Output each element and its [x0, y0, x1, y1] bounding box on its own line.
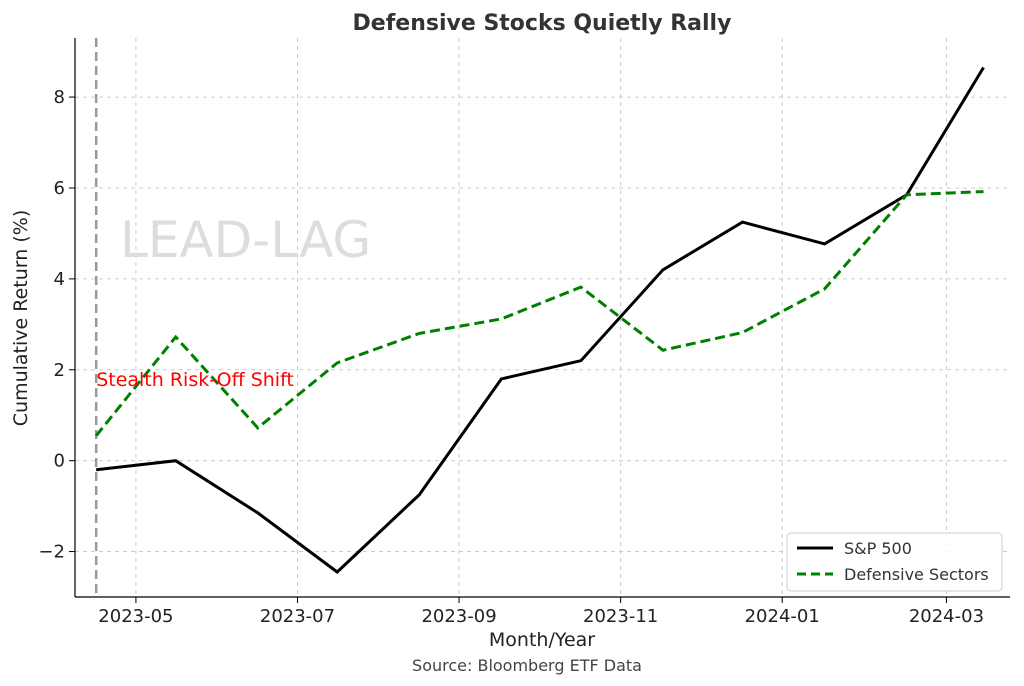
y-tick-label: −2: [38, 542, 65, 563]
y-axis-label: Cumulative Return (%): [10, 210, 32, 426]
y-tick-label: 6: [54, 178, 65, 199]
x-tick-label: 2023-07: [260, 606, 335, 627]
series-line-0: [96, 66, 985, 574]
y-tick-label: 4: [54, 269, 65, 290]
legend-label-sp500: S&P 500: [844, 539, 912, 558]
y-axis-ticks: −2 0 2 4 6 8: [38, 87, 75, 563]
grid-lines: [75, 38, 1010, 597]
annotation-text: Stealth Risk-Off Shift: [96, 369, 294, 391]
annotations: Stealth Risk-Off Shift: [96, 369, 294, 391]
axes: [74, 38, 1010, 598]
legend: S&P 500 Defensive Sectors: [786, 532, 1003, 592]
series-line-1: [95, 190, 984, 437]
source-note: Source: Bloomberg ETF Data: [412, 656, 642, 675]
y-tick-label: 0: [54, 451, 65, 472]
x-axis-label: Month/Year: [489, 629, 595, 651]
legend-label-defensive: Defensive Sectors: [844, 565, 989, 584]
watermark-text: LEAD-LAG: [120, 211, 371, 269]
y-tick-label: 2: [54, 360, 65, 381]
x-tick-label: 2023-09: [421, 606, 496, 627]
chart-title: Defensive Stocks Quietly Rally: [353, 11, 732, 36]
legend-box: [786, 532, 1003, 592]
x-tick-label: 2023-05: [98, 606, 173, 627]
y-tick-label: 8: [54, 87, 65, 108]
x-tick-label: 2023-11: [583, 606, 658, 627]
series-lines: [95, 66, 985, 574]
x-tick-label: 2024-03: [909, 606, 984, 627]
x-axis-ticks: 2023-05 2023-07 2023-09 2023-11 2024-01 2024-…: [98, 597, 984, 627]
x-tick-label: 2024-01: [745, 606, 820, 627]
